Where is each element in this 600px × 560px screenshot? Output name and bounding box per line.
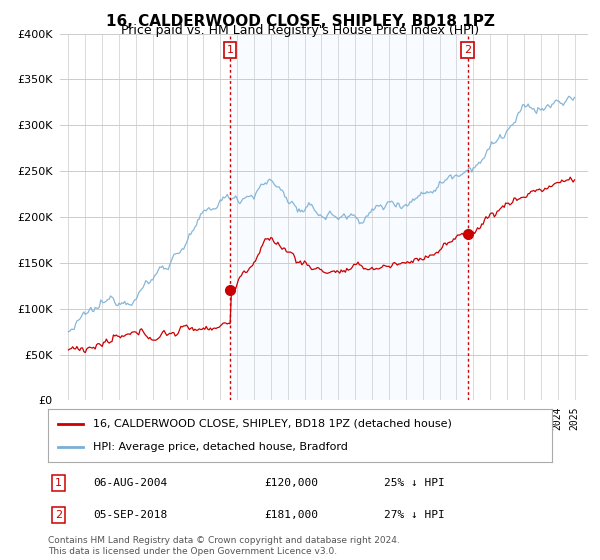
Text: 16, CALDERWOOD CLOSE, SHIPLEY, BD18 1PZ: 16, CALDERWOOD CLOSE, SHIPLEY, BD18 1PZ xyxy=(106,14,494,29)
Text: 27% ↓ HPI: 27% ↓ HPI xyxy=(384,510,445,520)
Text: 1: 1 xyxy=(227,45,234,55)
Text: 2: 2 xyxy=(55,510,62,520)
Text: 06-AUG-2004: 06-AUG-2004 xyxy=(93,478,167,488)
Text: 1: 1 xyxy=(55,478,62,488)
Text: £120,000: £120,000 xyxy=(264,478,318,488)
Text: 2: 2 xyxy=(464,45,471,55)
Text: Price paid vs. HM Land Registry's House Price Index (HPI): Price paid vs. HM Land Registry's House … xyxy=(121,24,479,37)
Text: 16, CALDERWOOD CLOSE, SHIPLEY, BD18 1PZ (detached house): 16, CALDERWOOD CLOSE, SHIPLEY, BD18 1PZ … xyxy=(94,419,452,429)
Text: 05-SEP-2018: 05-SEP-2018 xyxy=(93,510,167,520)
Text: 25% ↓ HPI: 25% ↓ HPI xyxy=(384,478,445,488)
Bar xyxy=(230,34,468,400)
Text: Contains HM Land Registry data © Crown copyright and database right 2024.
This d: Contains HM Land Registry data © Crown c… xyxy=(48,536,400,556)
Text: £181,000: £181,000 xyxy=(264,510,318,520)
Text: HPI: Average price, detached house, Bradford: HPI: Average price, detached house, Brad… xyxy=(94,442,348,452)
